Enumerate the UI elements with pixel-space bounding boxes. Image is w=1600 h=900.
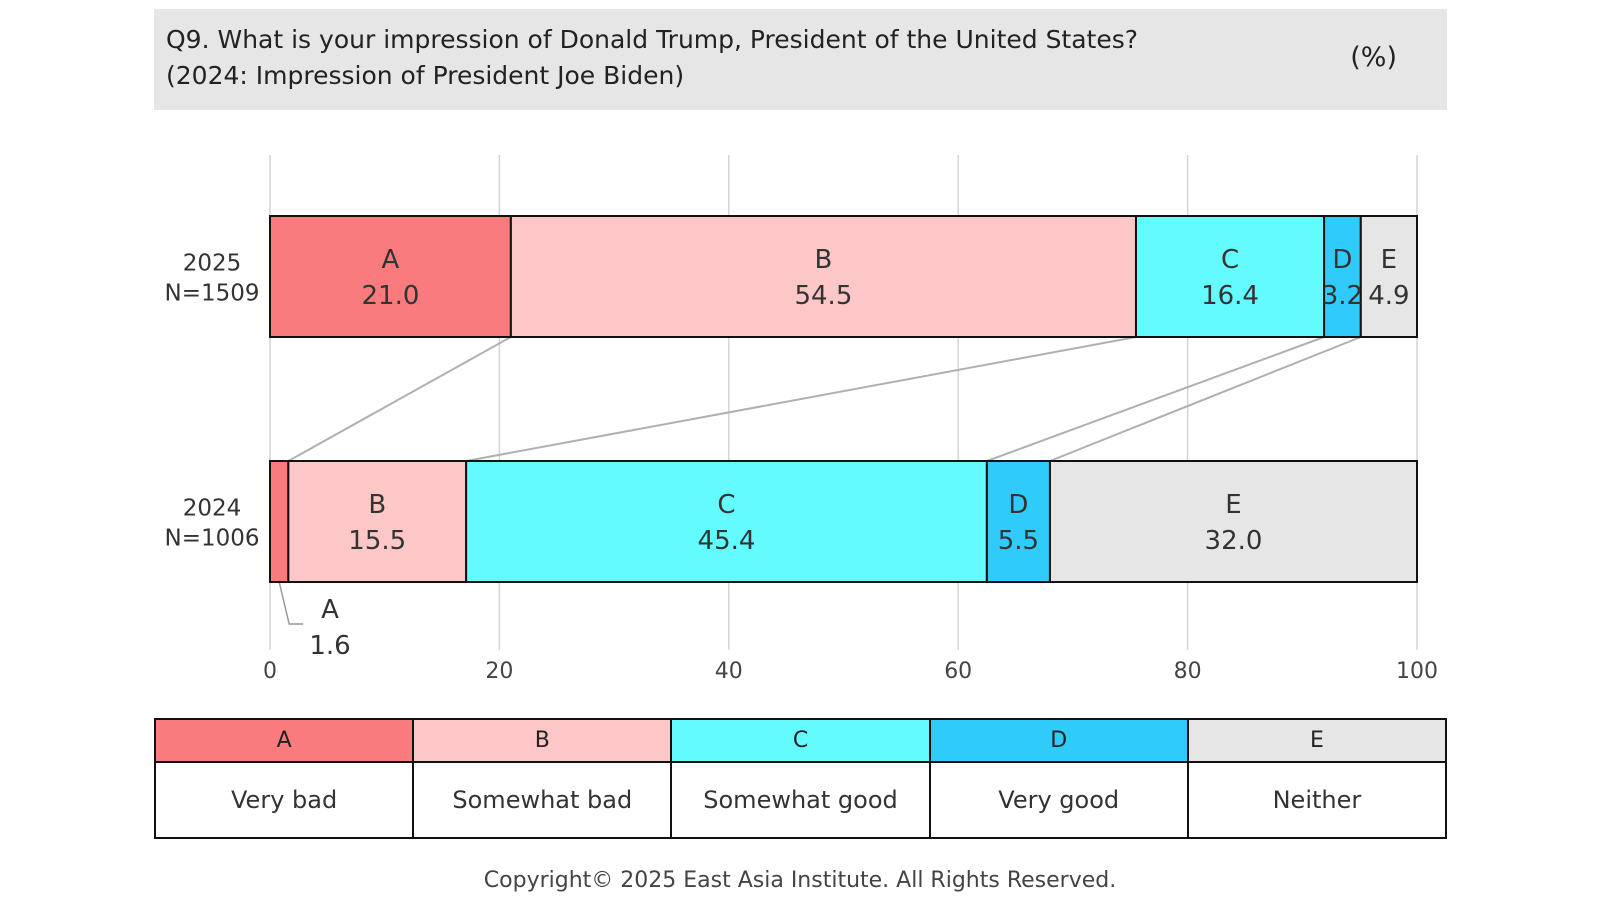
legend-key: B [414,720,671,763]
legend-key: C [672,720,929,763]
legend-item: E Neither [1188,720,1446,837]
data-label: 54.5 [794,281,852,311]
legend-label: Very bad [231,786,338,814]
x-tick-label: 60 [944,659,972,684]
x-tick-label: 0 [263,659,277,684]
data-label: 3.2 [1322,281,1363,311]
legend-item: B Somewhat bad [414,720,673,837]
chart-title: Q9. What is your impression of Donald Tr… [166,25,1139,54]
legend-key: E [1188,720,1446,763]
segment-key-label: E [1225,490,1241,520]
connector-line [287,336,512,462]
chart-header: Q9. What is your impression of Donald Tr… [154,9,1447,110]
legend-key: D [930,720,1187,763]
bar-segment-b [287,460,468,583]
x-tick-label: 40 [715,659,743,684]
category-label-year: 2025 [183,251,242,277]
labels: 0 20 40 60 80 100 A 21.0 B 54.5 C 16.4 D 3.2 E 4.9 A 1.6 B… [164,245,1438,684]
unit-label: (%) [1350,42,1397,73]
connector-line [1049,336,1362,462]
x-tick-label: 100 [1396,659,1438,684]
segment-key-label: B [815,245,833,275]
category-label-n: N=1509 [164,281,259,307]
data-label: 45.4 [698,526,756,556]
bars [269,215,1418,583]
legend-item: D Very good [930,720,1189,837]
connector-lines [278,336,1362,625]
data-label: 5.5 [998,526,1039,556]
segment-key-label: A [382,245,400,275]
segment-key-label: C [1221,245,1239,275]
segment-key-label: C [717,490,735,520]
bar-segment-a [269,215,512,338]
x-tick-label: 80 [1174,659,1202,684]
legend-label: Neither [1272,786,1362,814]
segment-key-label: D [1332,245,1352,275]
category-label-n: N=1006 [164,526,259,552]
category-label-year: 2024 [183,496,242,522]
stacked-bar-chart: 0 20 40 60 80 100 A 21.0 B 54.5 C 16.4 D 3.2 E 4.9 A 1.6 B… [164,155,1438,684]
copyright-text: Copyright© 2025 East Asia Institute. All… [483,868,1117,893]
segment-key-label: D [1008,490,1028,520]
x-tick-label: 20 [485,659,513,684]
data-label: 21.0 [361,281,419,311]
legend-item: C Somewhat good [672,720,931,837]
callout-line [278,581,304,625]
connector-line [465,336,1137,462]
bar-segment-d [985,460,1051,583]
legend-label: Somewhat good [703,786,898,814]
data-label: 1.6 [309,631,350,661]
legend-label: Very good [998,786,1120,814]
segment-key-label: B [368,490,386,520]
data-label: 15.5 [348,526,406,556]
legend-key: A [156,720,413,763]
bar-segment-b [509,215,1137,338]
chart-subtitle: (2024: Impression of President Joe Biden… [166,61,685,90]
data-label: 32.0 [1205,526,1263,556]
data-label: 16.4 [1201,281,1259,311]
data-label: 4.9 [1368,281,1409,311]
bar-outline [269,215,1418,338]
bar-segment-d [1323,215,1362,338]
connector-line [986,336,1325,462]
segment-key-label: A [321,595,339,625]
bar-segment-e [1048,460,1418,583]
bar-segment-e [1359,215,1418,338]
legend-item: A Very bad [156,720,415,837]
legend-label: Somewhat bad [452,786,633,814]
bar-segment-a [269,460,290,583]
segment-key-label: E [1381,245,1397,275]
bar-segment-c [465,460,988,583]
bar-outline [269,460,1418,583]
legend-table: A Very bad B Somewhat bad C Somewhat good D Ver… [154,718,1447,839]
bar-segment-c [1134,215,1326,338]
